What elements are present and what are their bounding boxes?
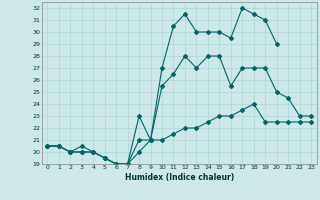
X-axis label: Humidex (Indice chaleur): Humidex (Indice chaleur) [124,173,234,182]
